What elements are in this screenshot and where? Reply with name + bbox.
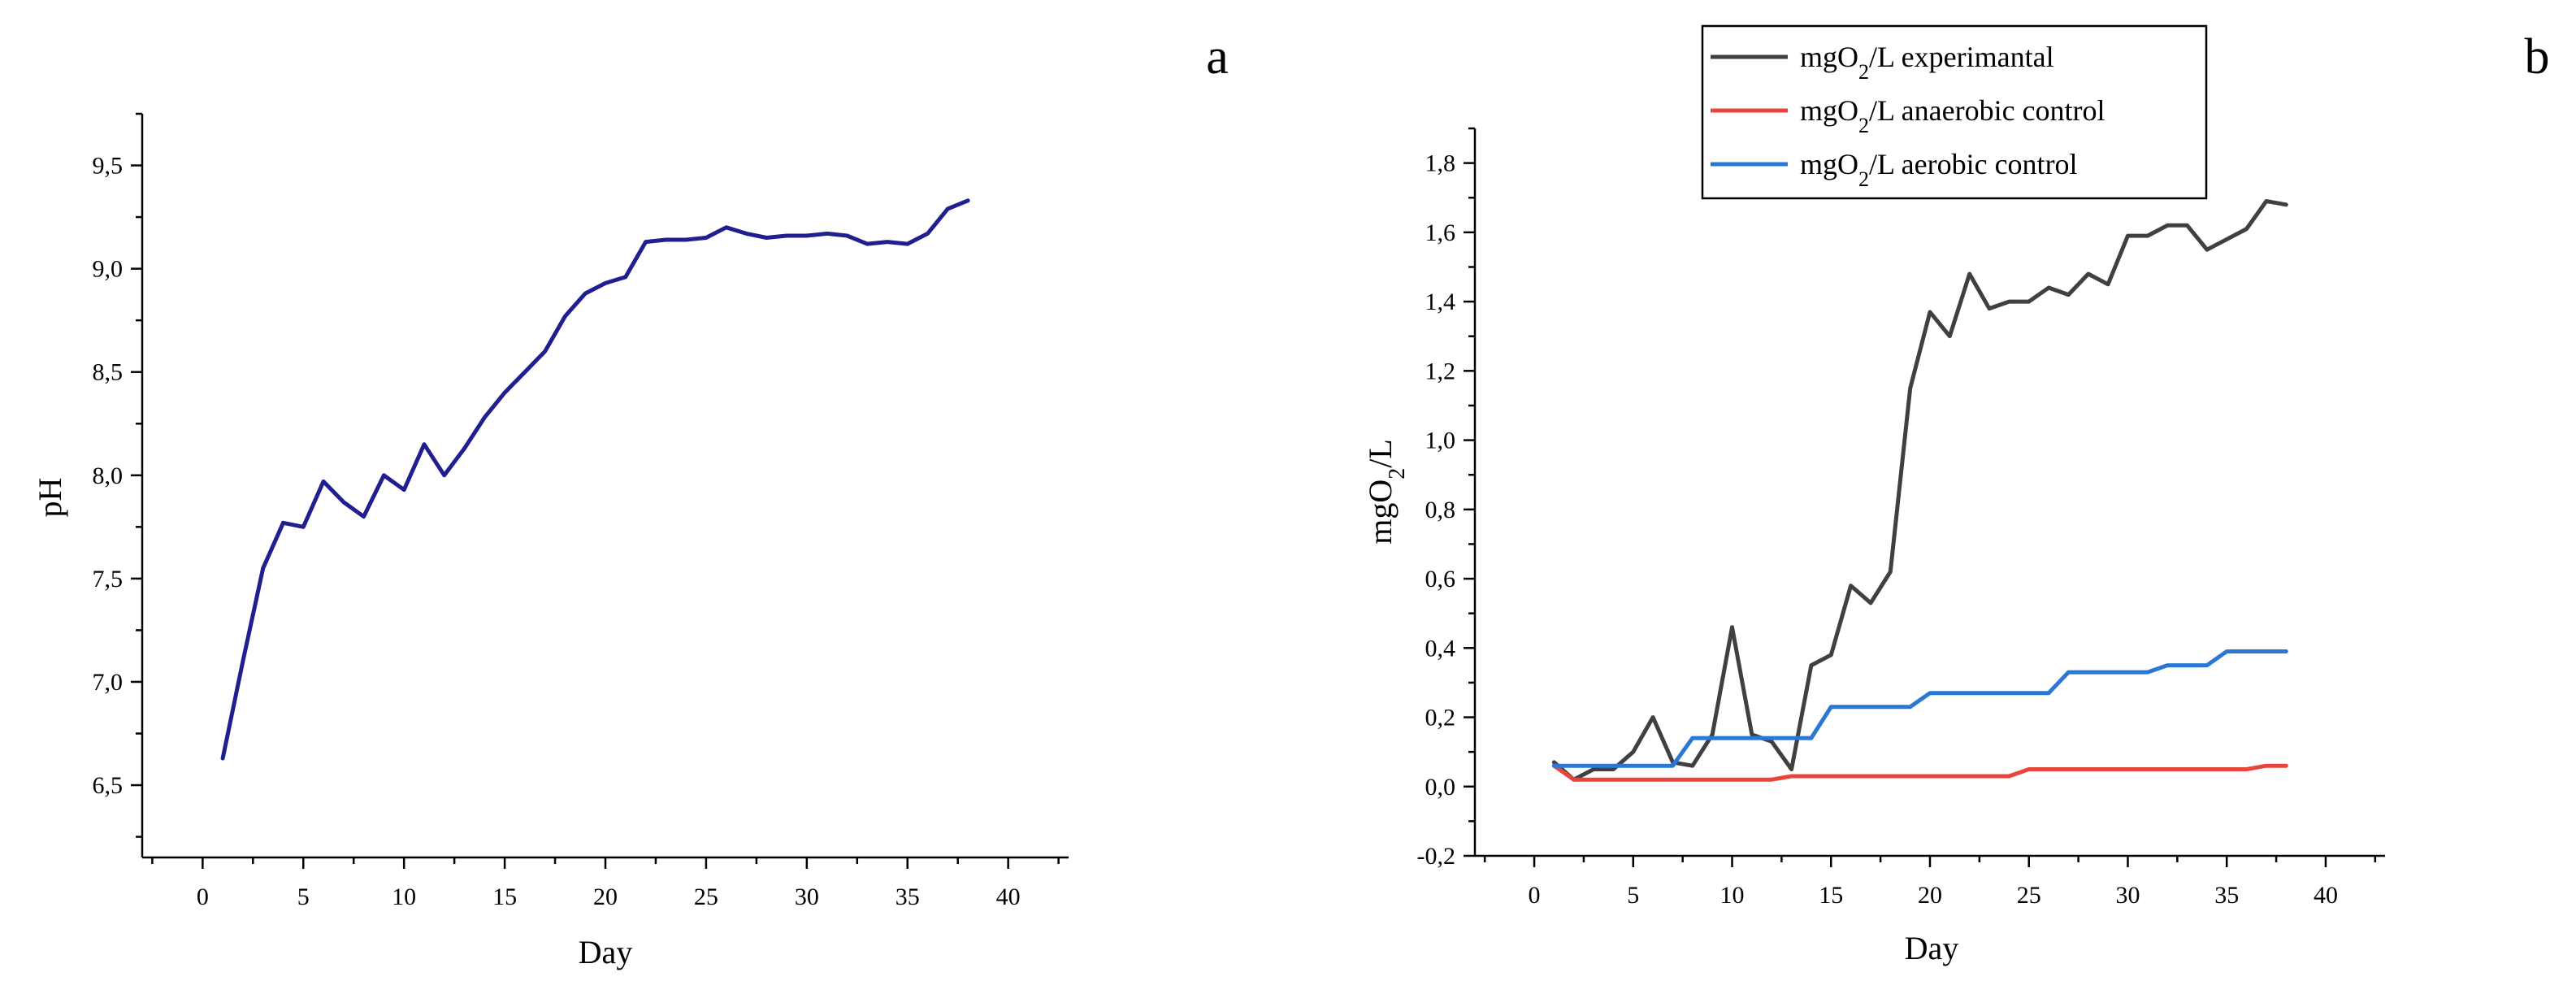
legend-label-aerobic-control: mgO2/L aerobic control — [1800, 148, 2078, 191]
panel-a-x-tick-label: 0 — [197, 883, 209, 910]
panel-a-x-axis-title: Day — [579, 934, 633, 970]
panel-b-ticks: 0 5 10 15 20 25 30 35 40 -0,2 0,0 0,2 0,4 0,6 0,8 1,0 1,… — [1417, 127, 2377, 909]
panel-a-x-tick-label: 5 — [297, 883, 310, 910]
panel-a-y-tick-label: 7,0 — [93, 669, 124, 696]
panel-b-x-axis-title: Day — [1905, 930, 1959, 966]
panel-b-x-tick-label: 10 — [1720, 882, 1745, 909]
panel-b-series — [1551, 199, 2288, 782]
panel-b-x-tick-label: 20 — [1918, 882, 1942, 909]
legend-label-anaerobic-control: mgO2/L anaerobic control — [1800, 94, 2105, 137]
panel-a-x-tick-label: 40 — [996, 883, 1021, 910]
chart-panel-b: b 0 5 10 15 20 25 30 35 40 -0,2 0,0 0,2 0,4 0,6 0,8 1,0… — [1362, 24, 2550, 966]
panel-b-x-tick-label: 0 — [1529, 882, 1541, 909]
panel-a-letter: a — [1206, 29, 1229, 85]
panel-b-y-tick-label: -0,2 — [1417, 843, 1456, 870]
panel-a-x-tick-label: 35 — [896, 883, 920, 910]
panel-b-x-tick-label: 40 — [2314, 882, 2338, 909]
chart-panel-a: a 0 5 10 15 20 25 30 35 406,57,07,58,08,59,09,5 … — [32, 29, 1229, 970]
panel-b-x-tick-label: 25 — [2017, 882, 2041, 909]
legend-item-aerobic-control: mgO2/L aerobic control — [1711, 148, 2078, 191]
legend-item-experimental: mgO2/L experimantal — [1711, 41, 2054, 84]
panel-b-y-tick-label: 0,2 — [1425, 705, 1456, 731]
panel-b-y-tick-label: 1,2 — [1425, 358, 1456, 384]
panel-a-series — [220, 198, 970, 761]
panel-b-y-tick-label: 1,0 — [1425, 428, 1456, 454]
panel-a-y-tick-label: 9,5 — [93, 153, 124, 180]
panel-b-legend: mgO2/L experimantal mgO2/L anaerobic con… — [1701, 24, 2208, 200]
panel-b-x-tick-label: 5 — [1627, 882, 1639, 909]
panel-a-x-tick-label: 10 — [392, 883, 416, 910]
panel-a-y-tick-label: 6,5 — [93, 772, 124, 799]
panel-b-x-tick-label: 30 — [2115, 882, 2140, 909]
panel-a-y-tick-label: 8,0 — [93, 462, 124, 489]
panel-b-series-line-2 — [1551, 649, 2288, 768]
panel-a-x-tick-label: 15 — [492, 883, 517, 910]
panel-b-x-tick-label: 35 — [2214, 882, 2239, 909]
panel-b-y-tick-label: 0,6 — [1425, 566, 1456, 592]
panel-b-letter: b — [2525, 29, 2550, 85]
legend-label-experimental: mgO2/L experimantal — [1800, 41, 2054, 84]
panel-a-x-tick-label: 25 — [694, 883, 718, 910]
panel-a-ticks: 0 5 10 15 20 25 30 35 40 6,5 7,0 7,5 8,0 8,5 9,0 9,5 — [93, 112, 1060, 910]
panel-b-y-tick-label: 0,8 — [1425, 497, 1456, 523]
legend-item-anaerobic-control: mgO2/L anaerobic control — [1711, 94, 2105, 137]
panel-b-y-tick-label: 0,0 — [1425, 774, 1456, 801]
panel-b-x-tick-label: 15 — [1819, 882, 1843, 909]
panel-b-y-tick-label: 1,8 — [1425, 150, 1456, 177]
panel-a-y-tick-label: 9,0 — [93, 256, 124, 283]
panel-b-y-tick-label: 1,6 — [1425, 219, 1456, 246]
panel-b-y-tick-label: 0,4 — [1425, 635, 1456, 662]
panel-b-series-line-0 — [1551, 199, 2288, 782]
panel-b-y-tick-label: 1,4 — [1425, 289, 1456, 315]
panel-a-x-tick-label: 30 — [795, 883, 819, 910]
panel-a-y-tick-label: 7,5 — [93, 566, 124, 592]
panel-a-x-tick-label: 20 — [593, 883, 618, 910]
panel-b-y-axis-title: mgO2/L — [1362, 439, 1410, 545]
panel-a-y-tick-label: 8,5 — [93, 359, 124, 386]
panel-b-series-line-1 — [1551, 763, 2288, 782]
panel-a-series-line-0 — [220, 198, 970, 761]
panel-a-y-axis-title: pH — [32, 478, 68, 518]
